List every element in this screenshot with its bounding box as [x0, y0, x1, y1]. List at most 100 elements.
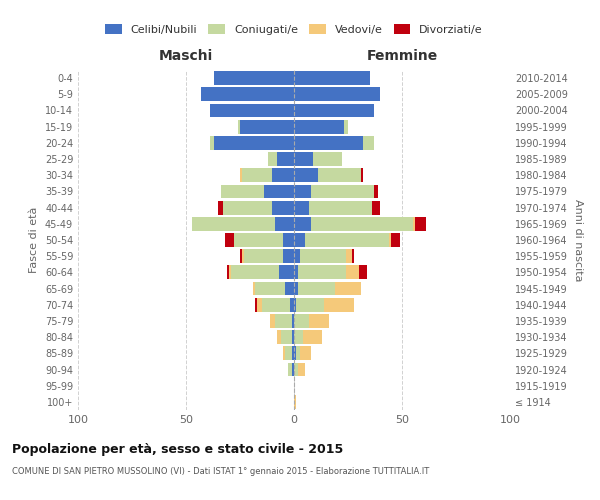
- Bar: [233, 233, 283, 247]
- Bar: [363, 136, 374, 149]
- Bar: [305, 233, 389, 247]
- Bar: [294, 362, 298, 376]
- Bar: [294, 71, 370, 85]
- Bar: [257, 298, 262, 312]
- Bar: [298, 362, 305, 376]
- Bar: [225, 233, 233, 247]
- Bar: [227, 266, 229, 280]
- Bar: [283, 346, 286, 360]
- Bar: [302, 330, 322, 344]
- Bar: [275, 314, 292, 328]
- Bar: [281, 330, 292, 344]
- Bar: [270, 314, 275, 328]
- Bar: [294, 346, 296, 360]
- Bar: [255, 298, 257, 312]
- Bar: [292, 362, 294, 376]
- Bar: [272, 200, 294, 214]
- Bar: [294, 184, 311, 198]
- Bar: [313, 152, 341, 166]
- Bar: [296, 298, 324, 312]
- Bar: [294, 88, 380, 101]
- Bar: [277, 152, 294, 166]
- Bar: [372, 200, 380, 214]
- Bar: [309, 200, 372, 214]
- Bar: [311, 184, 374, 198]
- Text: Femmine: Femmine: [367, 49, 437, 63]
- Bar: [391, 233, 400, 247]
- Bar: [294, 233, 305, 247]
- Bar: [359, 266, 367, 280]
- Bar: [279, 266, 294, 280]
- Bar: [294, 250, 301, 263]
- Bar: [218, 200, 223, 214]
- Bar: [294, 330, 302, 344]
- Bar: [283, 233, 294, 247]
- Bar: [294, 266, 298, 280]
- Bar: [223, 200, 272, 214]
- Bar: [361, 168, 363, 182]
- Bar: [318, 168, 361, 182]
- Bar: [242, 250, 244, 263]
- Legend: Celibi/Nubili, Coniugati/e, Vedovi/e, Divorziati/e: Celibi/Nubili, Coniugati/e, Vedovi/e, Di…: [102, 21, 486, 38]
- Bar: [294, 282, 298, 296]
- Bar: [286, 282, 294, 296]
- Bar: [221, 184, 264, 198]
- Bar: [286, 346, 292, 360]
- Bar: [294, 314, 309, 328]
- Bar: [292, 314, 294, 328]
- Bar: [272, 168, 294, 182]
- Bar: [292, 346, 294, 360]
- Bar: [311, 217, 413, 230]
- Bar: [277, 330, 281, 344]
- Bar: [201, 88, 294, 101]
- Bar: [292, 330, 294, 344]
- Text: Maschi: Maschi: [159, 49, 213, 63]
- Bar: [253, 282, 255, 296]
- Bar: [294, 217, 311, 230]
- Bar: [210, 136, 214, 149]
- Bar: [346, 250, 352, 263]
- Bar: [301, 250, 346, 263]
- Bar: [294, 136, 363, 149]
- Bar: [415, 217, 426, 230]
- Bar: [242, 168, 272, 182]
- Bar: [264, 184, 294, 198]
- Bar: [232, 266, 279, 280]
- Bar: [214, 71, 294, 85]
- Bar: [275, 217, 294, 230]
- Bar: [294, 168, 318, 182]
- Bar: [294, 104, 374, 118]
- Bar: [296, 346, 301, 360]
- Bar: [294, 395, 296, 409]
- Bar: [294, 152, 313, 166]
- Bar: [294, 298, 296, 312]
- Bar: [262, 298, 290, 312]
- Bar: [255, 282, 286, 296]
- Text: Popolazione per età, sesso e stato civile - 2015: Popolazione per età, sesso e stato civil…: [12, 442, 343, 456]
- Bar: [374, 184, 378, 198]
- Bar: [229, 266, 232, 280]
- Bar: [352, 250, 355, 263]
- Y-axis label: Fasce di età: Fasce di età: [29, 207, 39, 273]
- Bar: [413, 217, 415, 230]
- Bar: [283, 250, 294, 263]
- Bar: [294, 120, 344, 134]
- Text: COMUNE DI SAN PIETRO MUSSOLINO (VI) - Dati ISTAT 1° gennaio 2015 - Elaborazione : COMUNE DI SAN PIETRO MUSSOLINO (VI) - Da…: [12, 468, 429, 476]
- Bar: [298, 282, 335, 296]
- Bar: [301, 346, 311, 360]
- Bar: [290, 298, 294, 312]
- Bar: [238, 120, 240, 134]
- Bar: [240, 168, 242, 182]
- Bar: [287, 362, 292, 376]
- Bar: [193, 217, 275, 230]
- Bar: [309, 314, 329, 328]
- Bar: [389, 233, 391, 247]
- Bar: [324, 298, 355, 312]
- Bar: [210, 104, 294, 118]
- Bar: [214, 136, 294, 149]
- Y-axis label: Anni di nascita: Anni di nascita: [573, 198, 583, 281]
- Bar: [244, 250, 283, 263]
- Bar: [346, 266, 359, 280]
- Bar: [268, 152, 277, 166]
- Bar: [240, 250, 242, 263]
